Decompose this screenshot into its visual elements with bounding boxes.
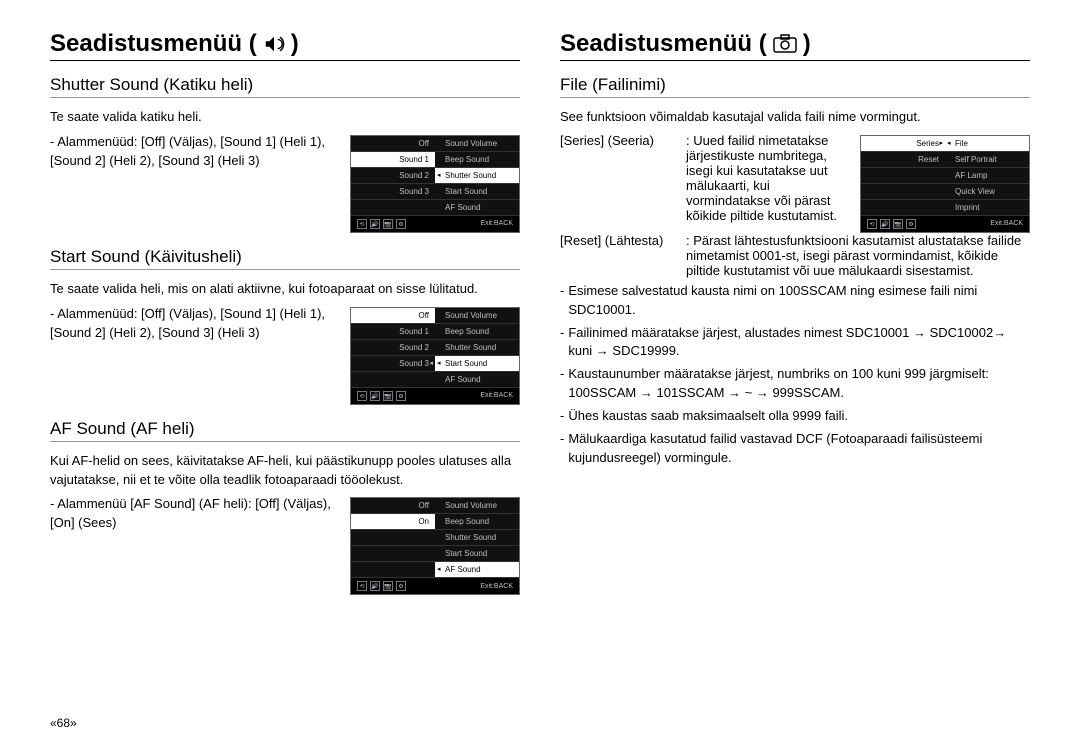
menu-right-item: Beep Sound [435,324,519,340]
reset-def: [Reset] (Lähtesta) : Pärast lähtestusfun… [560,233,1030,278]
menu-right-item: AF Sound [435,200,519,216]
right-column: Seadistusmenüü ( ) File (Failinimi) See … [560,30,1030,595]
menu-right-item: Sound Volume [435,308,519,324]
menu-screenshot-af: OffOn Sound VolumeBeep SoundShutter Soun… [350,497,520,595]
section-start-title: Start Sound (Käivitusheli) [50,247,520,270]
menu-right-item: Start Sound◂ [435,356,519,372]
reset-text: : Pärast lähtestusfunktsiooni kasutamist… [686,233,1030,278]
menu-screenshot-shutter: OffSound 1Sound 2Sound 3 Sound VolumeBee… [350,135,520,233]
menu-left-item [351,562,435,578]
menu-footer: ⟲🔊📷⚙Exit:BACK [861,216,1029,232]
section-file-title: File (Failinimi) [560,75,1030,98]
menu-left-item: Sound 3 [351,184,435,200]
title-text: Seadistusmenüü ( [50,30,257,58]
section-shutter-title: Shutter Sound (Katiku heli) [50,75,520,98]
bullet-line: - Kaustaunumber määratakse järjest, numb… [560,365,1030,403]
menu-left-item: Off [351,498,435,514]
menu-right-item: Beep Sound [435,514,519,530]
menu-right-item: AF Lamp [945,168,1029,184]
start-sub: - Alammenüüd: [Off] (Väljas), [Sound 1] … [50,305,340,343]
menu-right-item: Start Sound [435,546,519,562]
menu-left-item [351,530,435,546]
menu-left-item: On [351,514,435,530]
menu-left-item: Sound 2 [351,340,435,356]
menu-footer: ⟲🔊📷⚙Exit:BACK [351,578,519,594]
menu-left-item: Off [351,308,435,324]
menu-left-item: Sound 3◂ [351,356,435,372]
menu-right-item: Self Portrait [945,152,1029,168]
main-title-left: Seadistusmenüü ( ) [50,30,520,61]
menu-left-item [861,168,945,184]
menu-left-item: Sound 1 [351,324,435,340]
menu-right-item: Sound Volume [435,498,519,514]
bullet-line: - Failinimed määratakse järjest, alustad… [560,324,1030,362]
start-intro: Te saate valida heli, mis on alati aktii… [50,280,520,299]
left-column: Seadistusmenüü ( ) Shutter Sound (Katiku… [50,30,520,595]
bullet-line: - Ühes kaustas saab maksimaalselt olla 9… [560,407,1030,426]
menu-right-item: Shutter Sound [435,340,519,356]
menu-right-item: AF Sound◂ [435,562,519,578]
menu-right-item: Quick View [945,184,1029,200]
menu-left-item: Sound 2 [351,168,435,184]
menu-right-item: File◂ [945,136,1029,152]
title-text-right: Seadistusmenüü ( [560,30,767,58]
menu-left-item [351,200,435,216]
shutter-sub: - Alammenüüd: [Off] (Väljas), [Sound 1] … [50,133,340,171]
sound-icon [263,33,285,55]
menu-left-item: Sound 1 [351,152,435,168]
menu-right-item: AF Sound [435,372,519,388]
menu-left-item [351,372,435,388]
series-text: : Uued failid nimetatakse järjestikuste … [686,133,850,223]
bullet-line: - Mälukaardiga kasutatud failid vastavad… [560,430,1030,468]
menu-left-item [861,200,945,216]
menu-footer: ⟲🔊📷⚙Exit:BACK [351,388,519,404]
page-number: «68» [50,716,77,730]
camera-icon [773,34,797,54]
file-intro: See funktsioon võimaldab kasutajal valid… [560,108,1030,127]
menu-left-item: Series▸ [861,136,945,152]
series-label: [Series] (Seeria) [560,133,680,223]
menu-footer: ⟲🔊📷⚙Exit:BACK [351,216,519,232]
af-intro: Kui AF-helid on sees, käivitatakse AF-he… [50,452,520,490]
section-af-title: AF Sound (AF heli) [50,419,520,442]
menu-right-item: Beep Sound [435,152,519,168]
shutter-intro: Te saate valida katiku heli. [50,108,520,127]
reset-label: [Reset] (Lähtesta) [560,233,680,278]
menu-right-item: Start Sound [435,184,519,200]
title-close: ) [291,30,299,58]
af-sub: - Alammenüü [AF Sound] (AF heli): [Off] … [50,495,340,533]
file-bullets: - Esimese salvestatud kausta nimi on 100… [560,282,1030,468]
title-close-right: ) [803,30,811,58]
menu-left-item [351,546,435,562]
menu-right-item: Shutter Sound◂ [435,168,519,184]
menu-right-item: Sound Volume [435,136,519,152]
menu-right-item: Shutter Sound [435,530,519,546]
menu-screenshot-file: Series▸Reset File◂Self PortraitAF LampQu… [860,135,1030,233]
menu-left-item: Off [351,136,435,152]
menu-screenshot-start: OffSound 1Sound 2Sound 3◂ Sound VolumeBe… [350,307,520,405]
menu-right-item: Imprint [945,200,1029,216]
bullet-line: - Esimese salvestatud kausta nimi on 100… [560,282,1030,320]
main-title-right: Seadistusmenüü ( ) [560,30,1030,61]
menu-left-item [861,184,945,200]
series-def: [Series] (Seeria) : Uued failid nimetata… [560,133,850,223]
menu-left-item: Reset [861,152,945,168]
